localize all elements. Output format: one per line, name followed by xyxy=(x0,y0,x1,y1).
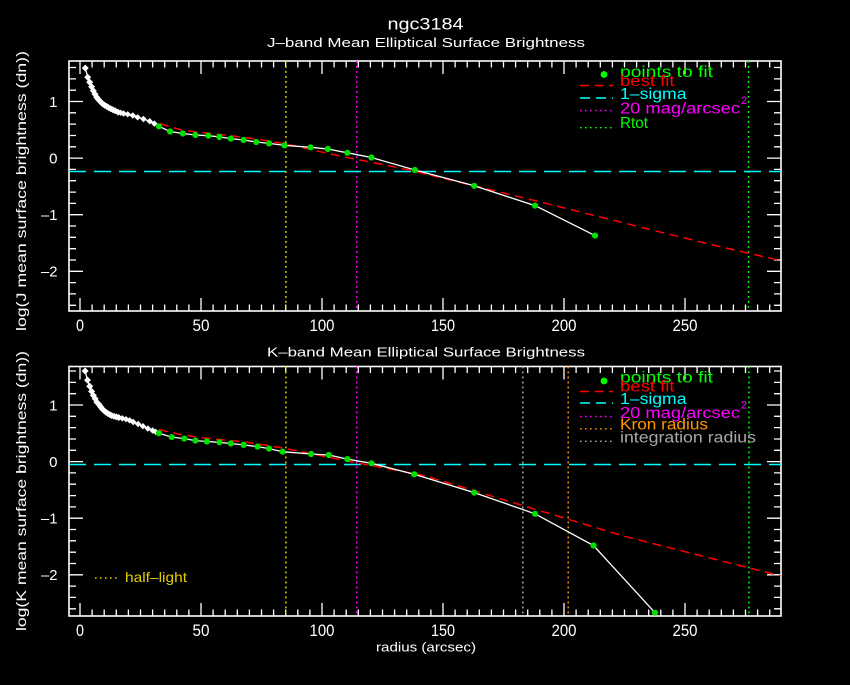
svg-text:150: 150 xyxy=(431,317,455,335)
svg-text:1: 1 xyxy=(49,94,57,111)
svg-text:250: 250 xyxy=(673,622,698,640)
svg-text:log(J mean surface brightness: log(J mean surface brightness (dn)) xyxy=(13,51,29,331)
svg-text:100: 100 xyxy=(310,317,335,335)
svg-text:ngc3184: ngc3184 xyxy=(388,15,464,34)
svg-text:–2: –2 xyxy=(41,567,58,584)
svg-text:200: 200 xyxy=(552,622,577,640)
svg-text:0: 0 xyxy=(49,454,57,471)
svg-text:–1: –1 xyxy=(41,511,58,528)
svg-text:1: 1 xyxy=(49,397,57,414)
svg-text:half–light: half–light xyxy=(125,569,187,585)
svg-text:200: 200 xyxy=(552,317,577,335)
svg-text:Kron radius: Kron radius xyxy=(620,417,708,434)
svg-text:0: 0 xyxy=(76,622,84,640)
svg-text:K–band Mean Elliptical Surface: K–band Mean Elliptical Surface Brightnes… xyxy=(267,345,586,360)
svg-text:log(K mean surface brightness: log(K mean surface brightness (dn)) xyxy=(13,351,29,631)
svg-text:radius (arcsec): radius (arcsec) xyxy=(376,640,476,655)
svg-text:20 mag/arcsec: 20 mag/arcsec xyxy=(620,405,740,422)
svg-text:best fit: best fit xyxy=(620,378,675,395)
svg-text:0: 0 xyxy=(49,151,57,168)
svg-text:2: 2 xyxy=(741,95,747,107)
svg-text:Rtot: Rtot xyxy=(620,115,649,132)
svg-text:–2: –2 xyxy=(41,264,58,281)
svg-text:J–band Mean Elliptical Surface: J–band Mean Elliptical Surface Brightnes… xyxy=(267,35,586,50)
svg-text:1–sigma: 1–sigma xyxy=(620,86,687,103)
svg-text:integration radius: integration radius xyxy=(620,430,756,447)
svg-text:points to fit: points to fit xyxy=(620,64,714,81)
svg-text:20 mag/arcsec: 20 mag/arcsec xyxy=(620,101,740,118)
svg-text:250: 250 xyxy=(673,317,698,335)
svg-text:0: 0 xyxy=(76,317,84,335)
svg-text:50: 50 xyxy=(193,622,210,640)
svg-text:points to fit: points to fit xyxy=(620,369,714,386)
svg-text:2: 2 xyxy=(741,400,747,412)
svg-text:1–sigma: 1–sigma xyxy=(620,391,687,408)
svg-text:100: 100 xyxy=(310,622,335,640)
svg-text:50: 50 xyxy=(193,317,210,335)
svg-text:150: 150 xyxy=(431,622,455,640)
svg-text:best fit: best fit xyxy=(620,73,675,90)
svg-text:–1: –1 xyxy=(41,207,58,224)
